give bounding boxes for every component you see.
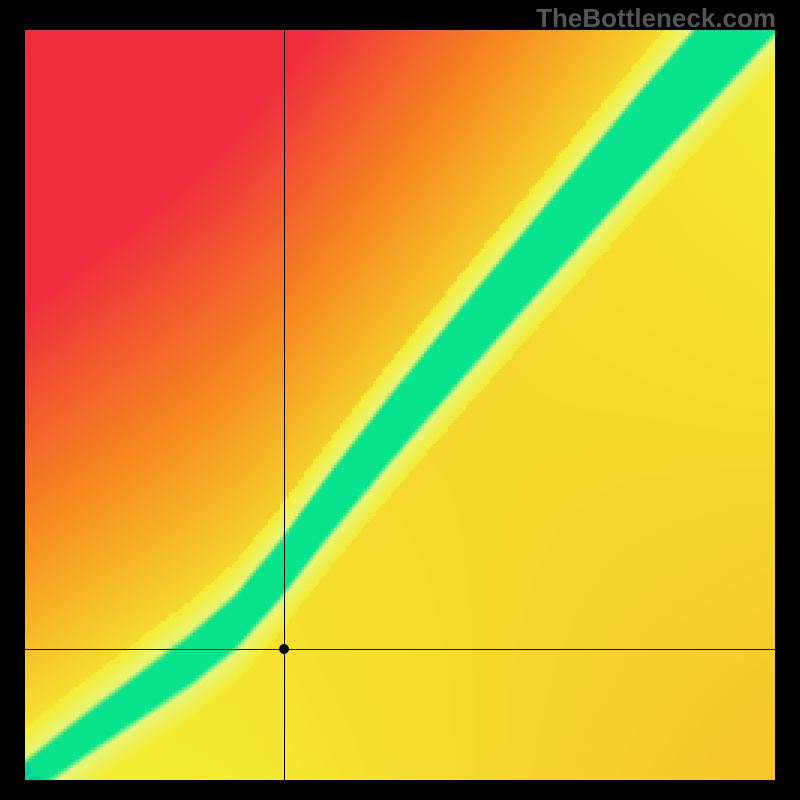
watermark-text: TheBottleneck.com [536, 3, 776, 34]
crosshair-marker-dot [279, 644, 289, 654]
crosshair-horizontal-line [25, 649, 775, 650]
crosshair-vertical-line [284, 30, 285, 780]
bottleneck-heatmap [25, 30, 775, 780]
